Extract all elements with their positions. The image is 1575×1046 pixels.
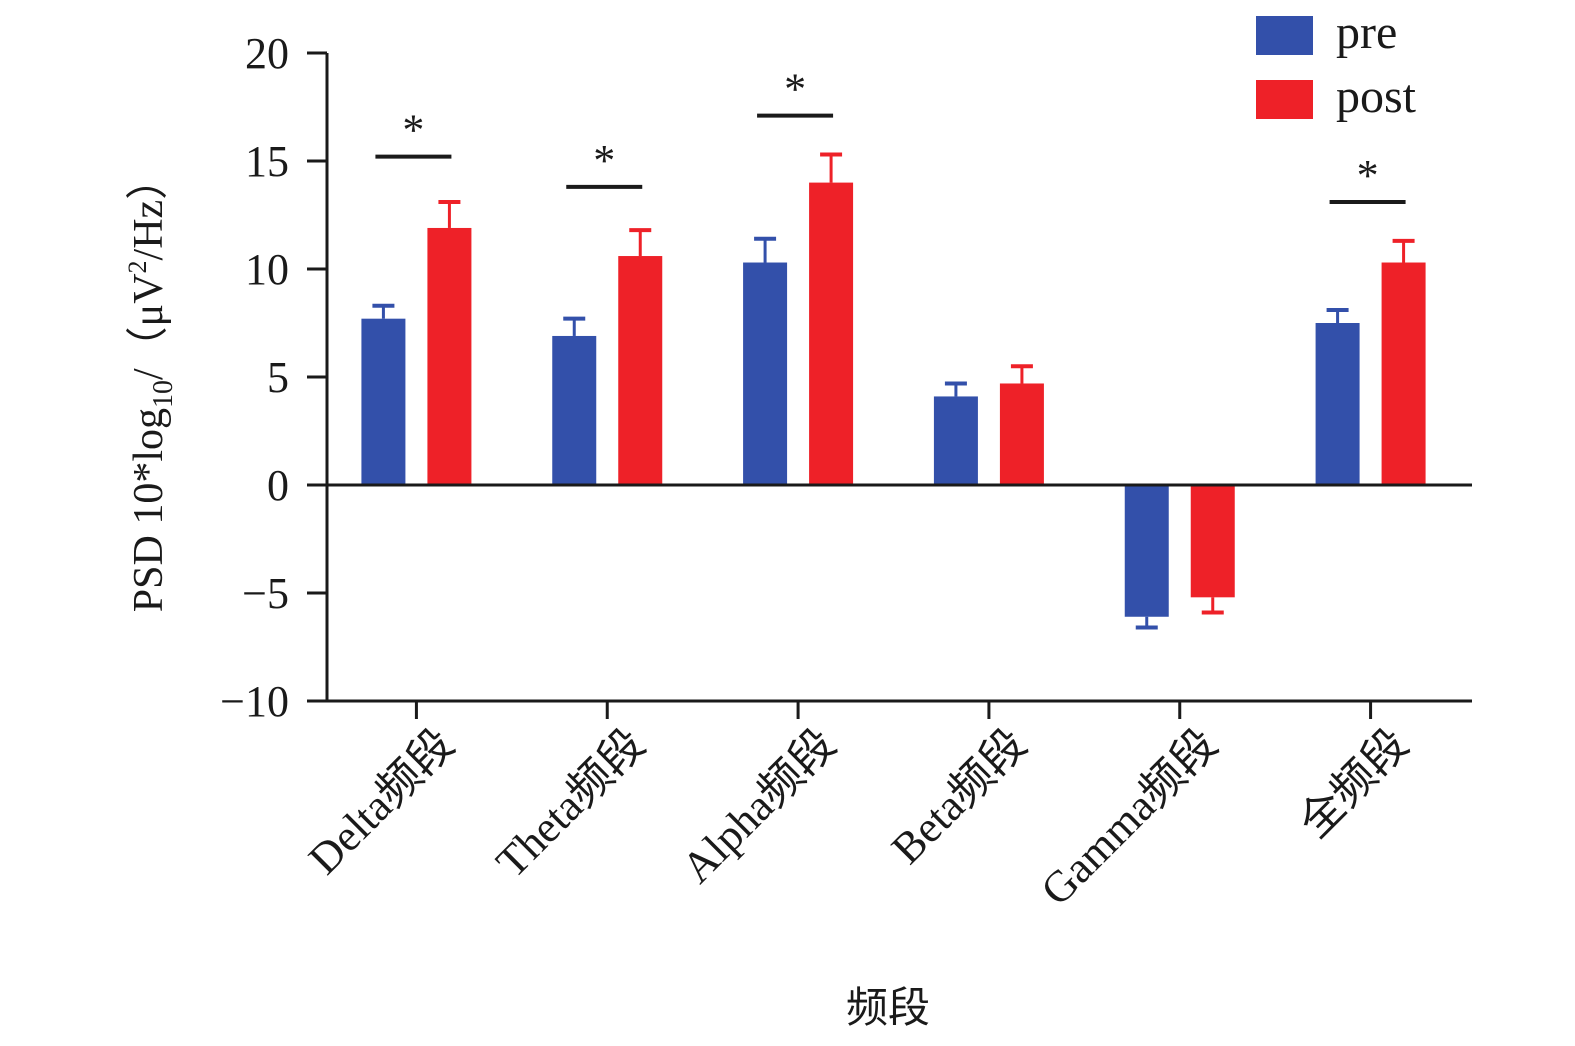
- bar-post: [618, 256, 663, 485]
- axes: [325, 53, 1472, 703]
- x-tick-label: 全频段: [1290, 719, 1418, 847]
- significance-markers: * * * *: [375, 65, 1406, 205]
- legend-swatch-post: [1256, 80, 1313, 119]
- bar-pre: [743, 262, 788, 485]
- significance-star: *: [593, 136, 615, 185]
- y-axis-title: PSD 10*log10/（μV2/Hz）: [123, 158, 179, 612]
- y-tick-label: 10: [245, 245, 289, 294]
- legend-label-post: post: [1336, 70, 1417, 123]
- significance-star: *: [1357, 151, 1379, 200]
- y-tick-label: 5: [267, 353, 289, 402]
- x-tick-label: Beta频段: [882, 719, 1036, 873]
- bar-post: [427, 227, 472, 485]
- bar-post: [809, 182, 854, 485]
- legend-swatch-pre: [1256, 16, 1313, 55]
- legend-label-pre: pre: [1336, 6, 1397, 59]
- x-tick-label: Alpha频段: [672, 719, 845, 892]
- y-tick-label: 0: [267, 461, 289, 510]
- x-tick-label: Gamma频段: [1031, 719, 1226, 914]
- bar-pre: [361, 318, 406, 485]
- bar-pre: [552, 335, 597, 485]
- y-tick-label: 20: [245, 29, 289, 78]
- x-tick-label: Delta频段: [299, 719, 463, 883]
- y-tick-label: −5: [242, 569, 289, 618]
- bar-post: [999, 383, 1044, 485]
- x-tick-label: Theta频段: [487, 719, 655, 887]
- legend: pre post: [1256, 6, 1417, 123]
- bar-pre: [1124, 485, 1169, 617]
- bar-pre: [933, 396, 978, 485]
- y-tick-label: −10: [220, 677, 289, 726]
- bar-pre: [1315, 323, 1360, 485]
- y-tick-label: 15: [245, 137, 289, 186]
- bar-post: [1190, 485, 1235, 598]
- x-axis-title: 频段: [846, 986, 930, 1032]
- bar-post: [1381, 262, 1426, 485]
- bar-series: [361, 152, 1426, 630]
- significance-star: *: [784, 65, 806, 114]
- y-axis-ticks: 20 15 10 5 0 −5 −10: [220, 29, 327, 726]
- significance-star: *: [402, 106, 424, 155]
